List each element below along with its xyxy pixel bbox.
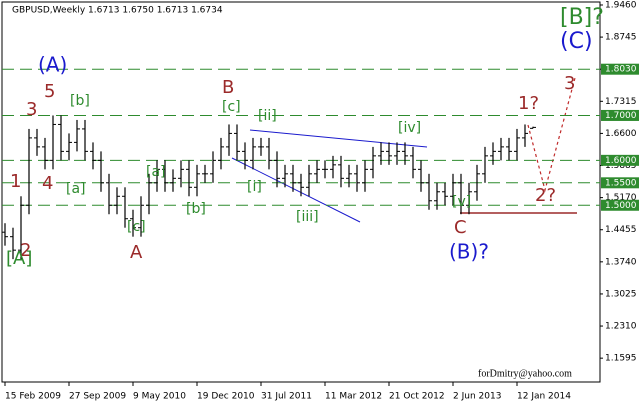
y-tick-label: 1.5170 [605,193,637,203]
y-tick-label: 1.5885 [605,161,637,171]
wave-label: C [454,217,467,238]
wave-label: A [130,242,143,263]
x-tick-label: 12 Jan 2014 [517,392,571,402]
wave-label: (C) [560,29,593,54]
wave-label: 1 [10,171,21,192]
wave-label: B [222,77,234,98]
x-tick-label: 21 Oct 2012 [389,392,445,402]
wave-label: 2 [20,240,31,261]
wave-label: 5 [44,81,55,102]
x-tick-label: 9 May 2010 [133,392,186,402]
wave-label: [c] [127,219,146,235]
wave-label: [b] [70,93,90,109]
wave-label: 3 [26,99,37,120]
wave-label: (B)? [449,240,489,264]
wave-label: [c] [222,99,241,115]
wave-label: 4 [42,173,53,194]
level-label: 1.5500 [605,178,637,188]
plot-frame [1,1,601,383]
level-label: 1.8030 [605,65,637,75]
level-label: 1.7000 [605,111,637,121]
wave-label: 1? [518,93,539,114]
wave-label: (A) [38,53,67,77]
y-tick-label: 1.6600 [605,129,637,139]
y-tick-label: 1.3025 [605,289,637,299]
level-box [601,63,639,75]
watermark: forDmitry@yahoo.com [478,368,572,379]
y-tick-label: 1.4455 [605,225,637,235]
level-box [601,109,639,121]
y-tick-label: 1.3740 [605,257,637,267]
y-tick-label: 1.9460 [605,0,637,10]
wave-label: [i] [247,179,262,195]
level-box [601,154,639,166]
chart-title: GBPUSD,Weekly 1.6713 1.6750 1.6713 1.673… [12,6,223,16]
wave-label: [ii] [258,108,277,124]
wave-label: [a] [66,181,86,197]
x-tick-label: 2 Jun 2013 [453,392,501,402]
y-tick-label: 1.8745 [605,33,637,43]
wave-label: [v] [452,194,471,210]
level-box [601,177,639,189]
y-tick-label: 1.1595 [605,354,637,364]
wave-label: 2? [535,185,556,206]
x-tick-label: 27 Sep 2009 [69,392,126,402]
level-label: 1.6000 [605,156,637,166]
wave-label: [a] [146,164,166,180]
level-box [601,199,639,211]
x-tick-label: 11 Mar 2012 [325,392,382,402]
y-tick-label: 1.7315 [605,97,637,107]
x-tick-label: 31 Jul 2011 [261,392,312,402]
wave-label: [b] [186,201,206,217]
wave-label: 3 [564,73,575,94]
x-tick-label: 15 Feb 2009 [5,392,61,402]
level-label: 1.5000 [605,201,637,211]
wave-label: [B]? [560,5,604,30]
x-tick-label: 19 Dec 2010 [197,392,255,402]
y-tick-label: 1.2310 [605,322,637,332]
wave-label: [iv] [398,120,421,136]
wave-label: [iii] [296,209,319,225]
wave-label: [A] [6,248,32,269]
